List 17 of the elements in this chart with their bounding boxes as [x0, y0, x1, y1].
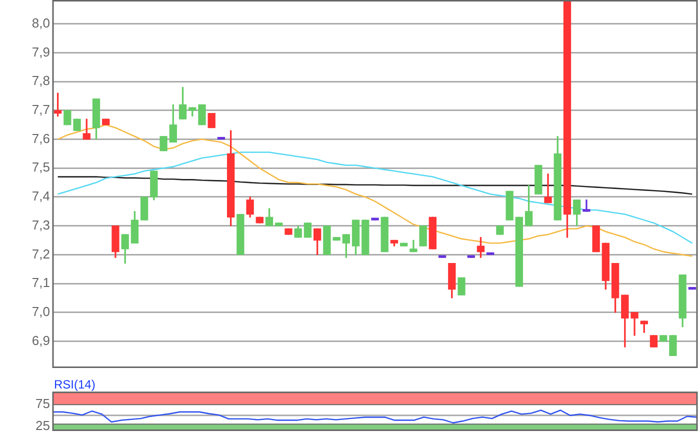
y-tick-label: 7,1	[32, 275, 50, 290]
y-tick-label: 8,0	[32, 15, 50, 30]
y-tick-label: 7,5	[32, 160, 50, 175]
candlestick	[582, 200, 590, 212]
y-tick-label: 7,3	[32, 217, 50, 232]
candlestick	[544, 174, 552, 204]
y-tick-label: 7,9	[32, 44, 50, 60]
y-tick-label: 7,0	[32, 304, 50, 319]
y-tick-label: 75	[36, 396, 50, 412]
y-tick-label: 6,9	[32, 332, 50, 348]
y-tick-label: 25	[36, 418, 50, 433]
y-tick-label: 7,6	[32, 130, 50, 146]
y-tick-label: 7,2	[32, 246, 50, 262]
chart-title: RSI(14)	[54, 378, 96, 392]
y-tick-label: 7,7	[32, 102, 50, 118]
y-tick-label: 7,8	[32, 73, 50, 88]
y-tick-label: 7,4	[32, 188, 50, 204]
